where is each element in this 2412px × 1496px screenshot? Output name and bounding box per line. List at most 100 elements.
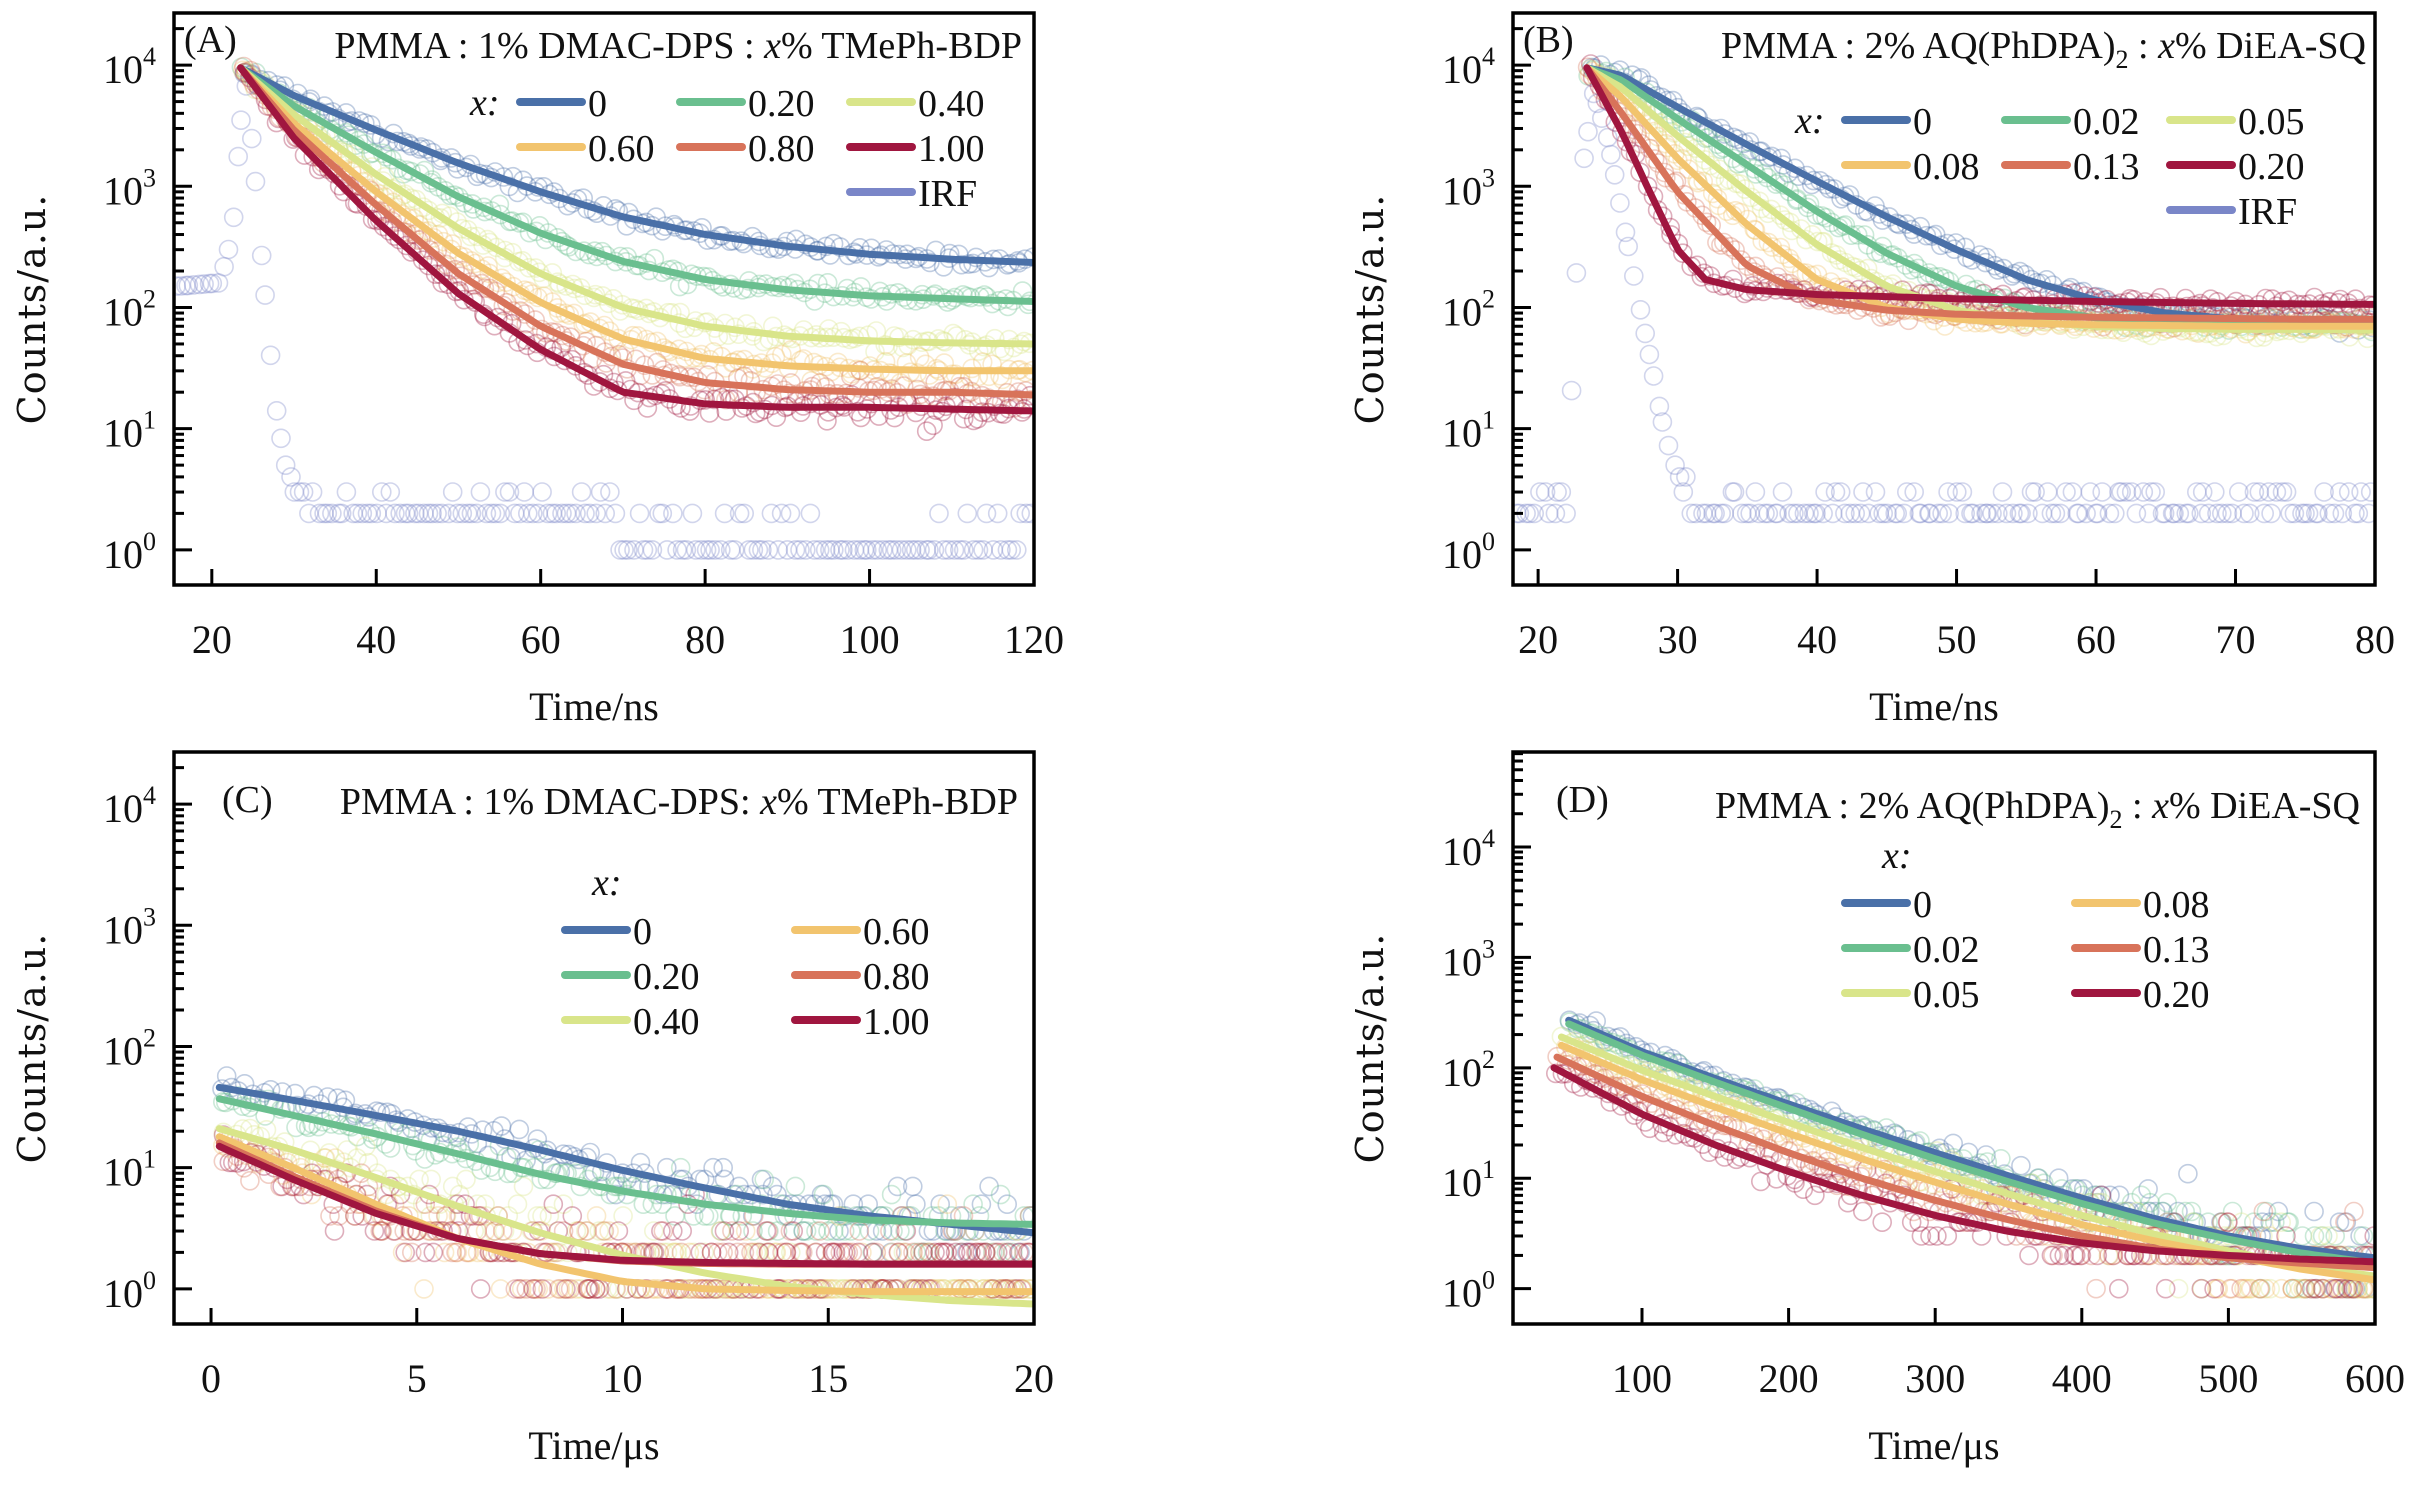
data-point xyxy=(642,1279,663,1299)
irf-point xyxy=(347,503,368,524)
y-tick-label: 103 xyxy=(103,163,156,213)
data-point xyxy=(1707,134,1728,155)
legend-item: 0.08 xyxy=(2071,884,2210,926)
data-point xyxy=(2353,1226,2374,1246)
irf-point xyxy=(729,503,750,524)
data-point xyxy=(1728,129,1748,149)
title-subscript: 2 xyxy=(2110,805,2123,834)
data-point xyxy=(513,1176,534,1197)
irf-point xyxy=(176,275,196,296)
legend-label: 0.40 xyxy=(633,1001,700,1043)
data-point xyxy=(1707,188,1728,209)
plot-area xyxy=(212,1066,1034,1308)
legend-label: 1.00 xyxy=(863,1001,930,1043)
title-variable: x xyxy=(763,25,781,67)
irf-point xyxy=(438,503,459,524)
data-point xyxy=(1726,173,1746,194)
data-point xyxy=(804,352,824,373)
data-point xyxy=(1627,123,1647,144)
data-point xyxy=(396,222,417,243)
irf-point xyxy=(944,540,965,560)
data-point xyxy=(729,1221,750,1241)
irf-point xyxy=(976,503,997,524)
irf-point xyxy=(2141,482,2161,502)
irf-point xyxy=(447,503,468,524)
irf-point xyxy=(667,540,687,560)
irf-point xyxy=(881,540,902,560)
irf-point xyxy=(785,540,806,560)
data-point xyxy=(418,200,439,221)
irf-point xyxy=(495,482,515,502)
irf-point xyxy=(183,275,204,295)
irf-point xyxy=(705,540,725,560)
irf-point xyxy=(2244,482,2265,502)
data-point xyxy=(930,1194,951,1214)
irf-point xyxy=(380,482,401,502)
irf-point xyxy=(2162,503,2183,524)
data-point xyxy=(374,187,395,207)
data-point xyxy=(2304,1226,2325,1246)
legend-item: 0 xyxy=(516,83,607,125)
irf-point xyxy=(1601,144,1621,165)
irf-point xyxy=(938,540,959,560)
irf-point xyxy=(1971,503,1991,524)
irf-point xyxy=(2259,482,2279,502)
data-point xyxy=(1846,257,1866,278)
data-point xyxy=(2071,1245,2092,1266)
data-point xyxy=(2325,1278,2345,1299)
legend-label: 0 xyxy=(1913,884,1932,926)
irf-point xyxy=(2348,503,2369,524)
data-point xyxy=(337,1140,357,1160)
data-point xyxy=(1745,220,1766,240)
data-point xyxy=(818,1221,838,1241)
data-point xyxy=(347,1148,367,1168)
data-point xyxy=(817,410,837,431)
legend-item: 0 xyxy=(1841,101,1932,143)
data-point xyxy=(2255,288,2276,309)
data-point xyxy=(780,1221,801,1241)
title-part: PMMA : 1% DMAC-DPS: xyxy=(340,781,760,823)
data-point xyxy=(461,251,482,271)
data-point xyxy=(2301,1278,2321,1299)
data-point xyxy=(412,250,433,271)
data-point xyxy=(767,1221,788,1241)
irf-point xyxy=(2179,503,2199,524)
irf-point xyxy=(1539,503,1559,524)
legend-label: 0.20 xyxy=(2143,974,2210,1016)
irf-point xyxy=(1869,503,1889,524)
data-point xyxy=(515,330,536,350)
y-tick-label: 102 xyxy=(103,284,156,334)
irf-point xyxy=(528,503,549,524)
data-point xyxy=(796,1221,817,1241)
data-point xyxy=(2086,1278,2106,1299)
data-point xyxy=(406,189,427,210)
irf-point xyxy=(504,503,525,524)
irf-point xyxy=(849,540,870,560)
irf-point xyxy=(302,482,323,502)
data-point xyxy=(820,245,841,265)
legend-item: 0.13 xyxy=(2001,146,2140,188)
irf-point xyxy=(830,540,850,560)
irf-point xyxy=(2032,503,2053,524)
data-point xyxy=(1787,189,1807,209)
legend-title: x: xyxy=(469,82,500,124)
irf-point xyxy=(1714,503,1735,524)
data-point xyxy=(2292,1226,2313,1246)
irf-point xyxy=(1749,503,1769,524)
data-point xyxy=(2326,1278,2346,1299)
irf-point xyxy=(442,482,463,502)
y-tick-base: 10 xyxy=(103,289,143,334)
irf-point xyxy=(2154,503,2175,524)
irf-point xyxy=(833,540,853,560)
irf-point xyxy=(800,503,821,524)
data-point xyxy=(1744,219,1765,240)
irf-point xyxy=(178,275,199,296)
data-point xyxy=(447,1242,468,1263)
irf-point xyxy=(1566,263,1587,283)
data-point xyxy=(2260,1278,2280,1299)
data-point xyxy=(2138,1179,2158,1199)
data-point xyxy=(2312,1226,2333,1246)
data-point xyxy=(920,252,940,273)
legend-item: 0.02 xyxy=(2001,101,2140,143)
